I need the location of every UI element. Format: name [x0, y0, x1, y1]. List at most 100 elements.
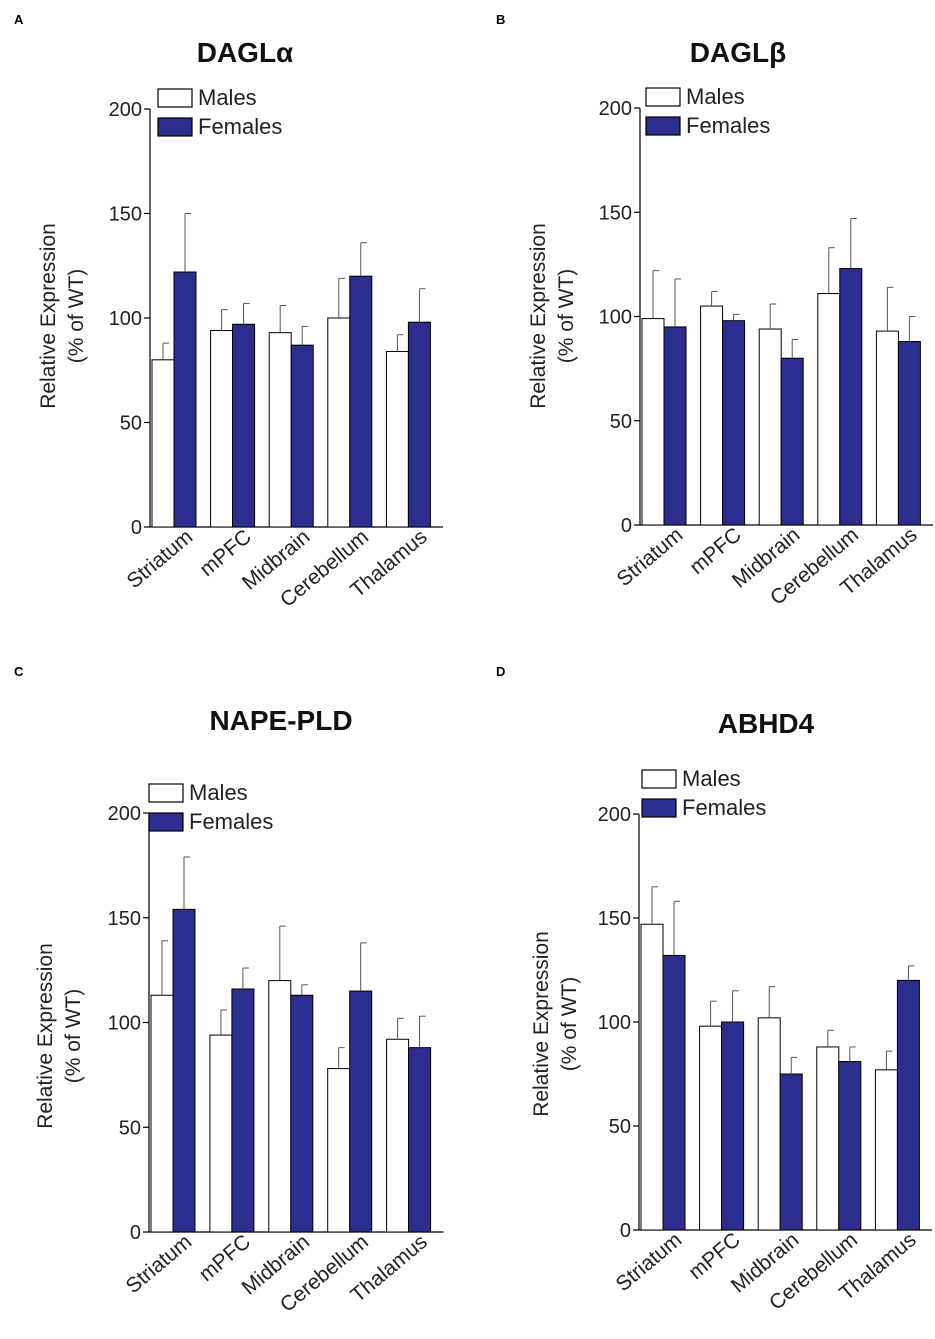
legend-swatch-females	[641, 798, 677, 818]
bar-females-cerebellum	[838, 1061, 862, 1231]
bar-males-cerebellum	[327, 1068, 351, 1233]
legend-swatch-females	[148, 812, 184, 832]
bar-females-thalamus	[408, 1047, 432, 1233]
bar-males-cerebellum	[817, 293, 841, 526]
bar-females-mpfc	[232, 323, 256, 528]
y-tick-label: 0	[131, 517, 142, 539]
y-axis-label: Relative Expression (% of WT)	[37, 223, 88, 409]
legend-label-females: Females	[686, 113, 770, 138]
y-axis-label-line1: Relative Expression	[530, 931, 553, 1117]
legend: Males Females	[148, 780, 273, 834]
bar-males-thalamus	[385, 350, 409, 528]
bar-females-mpfc	[231, 988, 255, 1233]
y-tick-label: 50	[609, 1116, 631, 1138]
y-tick-label: 50	[119, 1117, 141, 1139]
panel-label: C	[14, 664, 24, 679]
legend: Males Females	[645, 84, 770, 138]
legend-swatch-males	[641, 769, 677, 789]
legend-swatch-males	[645, 87, 681, 107]
y-tick-label: 100	[109, 308, 142, 330]
panel-b: B DAGLβ Relative Expression (% of WT) 0 50 100…	[468, 0, 935, 660]
y-axis-label-line2: (% of WT)	[558, 977, 581, 1072]
bar-males-striatum	[150, 994, 174, 1233]
chart-b: B DAGLβ Relative Expression (% of WT) 0 50 100…	[496, 12, 933, 610]
legend-swatch-males	[157, 88, 193, 108]
y-axis-label: Relative Expression (% of WT)	[34, 943, 85, 1129]
bar-females-striatum	[173, 271, 197, 528]
bar-males-midbrain	[758, 328, 782, 526]
legend-label-females: Females	[682, 795, 766, 820]
chart-title: DAGLβ	[690, 37, 786, 68]
legend-label-females: Females	[189, 809, 273, 834]
bar-males-mpfc	[210, 330, 234, 528]
bar-males-thalamus	[386, 1038, 410, 1233]
bar-females-midbrain	[290, 994, 314, 1233]
bar-females-cerebellum	[349, 275, 373, 528]
y-tick-label: 200	[599, 98, 632, 120]
panel-d: D ABHD4 Relative Expression (% of WT) 0 50 100…	[468, 660, 935, 1339]
bar-females-thalamus	[897, 341, 921, 526]
bar-females-striatum	[663, 326, 687, 526]
bar-males-midbrain	[757, 1017, 781, 1231]
bar-males-cerebellum	[327, 317, 351, 528]
legend-label-females: Females	[198, 114, 282, 139]
y-axis-label-line2: (% of WT)	[555, 269, 578, 364]
bar-females-striatum	[662, 954, 686, 1231]
legend-swatch-females	[157, 117, 193, 137]
y-axis-label-line2: (% of WT)	[65, 269, 88, 364]
bar-males-striatum	[151, 359, 175, 528]
bar-males-cerebellum	[816, 1046, 840, 1231]
y-tick-label: 0	[621, 515, 632, 537]
bar-females-thalamus	[896, 979, 920, 1231]
bar-females-midbrain	[290, 344, 314, 528]
y-tick-label: 200	[109, 99, 142, 121]
bar-females-midbrain	[779, 1073, 803, 1231]
y-tick-label: 150	[108, 908, 141, 930]
panel-label: B	[496, 12, 505, 27]
y-axis-label-line1: Relative Expression	[527, 223, 550, 409]
bar-males-mpfc	[699, 1025, 723, 1231]
bar-males-thalamus	[875, 330, 899, 526]
y-tick-label: 200	[108, 803, 141, 825]
y-tick-label: 0	[620, 1220, 631, 1242]
bar-males-mpfc	[209, 1034, 233, 1233]
y-tick-label: 50	[120, 413, 142, 435]
legend-label-males: Males	[682, 766, 741, 791]
panel-label: D	[496, 664, 505, 679]
bar-females-striatum	[172, 908, 196, 1233]
y-axis-label-line1: Relative Expression	[37, 223, 60, 409]
bar-males-midbrain	[268, 332, 292, 528]
legend-label-males: Males	[189, 780, 248, 805]
y-axis-label-line1: Relative Expression	[34, 943, 57, 1129]
bar-females-thalamus	[407, 321, 431, 528]
y-tick-label: 100	[108, 1013, 141, 1035]
y-axis-label: Relative Expression (% of WT)	[530, 931, 581, 1117]
legend-label-males: Males	[686, 84, 745, 109]
y-tick-label: 200	[598, 804, 631, 826]
y-tick-label: 100	[598, 1012, 631, 1034]
y-tick-label: 100	[599, 307, 632, 329]
y-tick-label: 150	[109, 204, 142, 226]
panel-c: C NAPE-PLD Relative Expression (% of WT) 0 50…	[0, 660, 468, 1339]
chart-title: DAGLα	[197, 37, 294, 68]
y-axis-label: Relative Expression (% of WT)	[527, 223, 578, 409]
chart-title: ABHD4	[718, 708, 815, 739]
chart-d: D ABHD4 Relative Expression (% of WT) 0 50 100…	[496, 664, 932, 1315]
bar-males-thalamus	[874, 1069, 898, 1231]
legend-swatch-males	[148, 783, 184, 803]
panel-a: A DAGLα Relative Expression (% of WT) 0 50 100…	[0, 0, 468, 660]
y-tick-label: 50	[610, 411, 632, 433]
y-tick-label: 0	[130, 1222, 141, 1244]
bar-males-striatum	[641, 318, 665, 526]
chart-c: C NAPE-PLD Relative Expression (% of WT) 0 50…	[14, 664, 444, 1317]
bar-females-mpfc	[722, 320, 746, 526]
bar-females-cerebellum	[349, 990, 373, 1233]
chart-a: A DAGLα Relative Expression (% of WT) 0 50 100…	[14, 12, 443, 612]
legend-swatch-females	[645, 116, 681, 136]
panel-label: A	[14, 12, 24, 27]
bar-males-mpfc	[700, 305, 724, 526]
y-tick-label: 150	[598, 908, 631, 930]
y-tick-label: 150	[599, 202, 632, 224]
y-axis-label-line2: (% of WT)	[62, 989, 85, 1084]
bar-females-mpfc	[721, 1021, 745, 1231]
